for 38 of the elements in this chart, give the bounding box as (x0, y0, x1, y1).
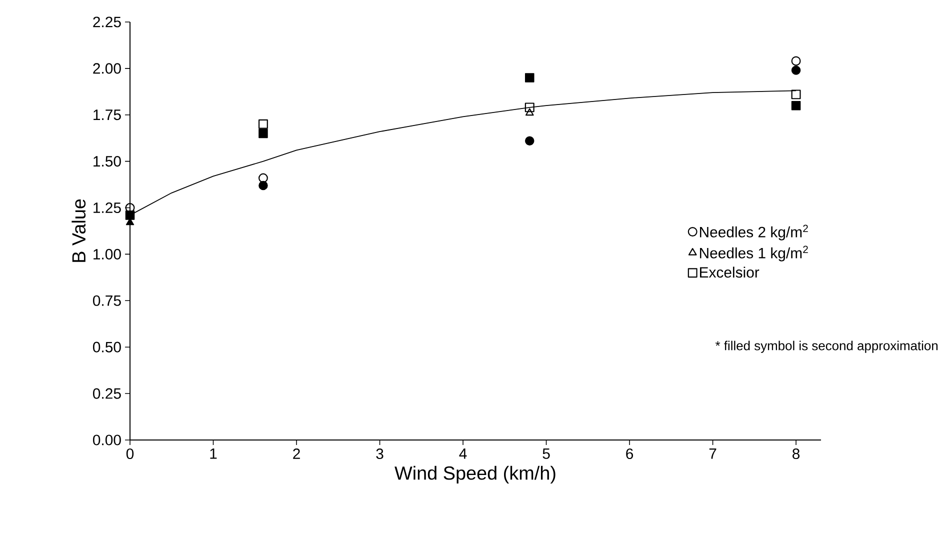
legend-label: Needles 1 kg/m$^{2}$ (700, 246, 808, 262)
point (791, 90, 801, 100)
x-tick-label: 3 (376, 448, 384, 460)
point (791, 56, 801, 66)
x-tick-label: 0 (126, 448, 134, 460)
y-tick-label: 0.50 (93, 342, 121, 352)
point (258, 173, 268, 183)
x-tick-label: 6 (626, 448, 634, 460)
point (791, 100, 801, 110)
x-tick-label: 7 (709, 448, 716, 459)
legend-label: Needles 2 kg/m$^{2}$ (700, 224, 808, 240)
x-axis-title: Wind Speed (km/h) (394, 466, 556, 484)
y-tick-label: 1.75 (94, 110, 121, 120)
y-axis-title: B Value (72, 199, 86, 262)
y-tick-label: 1.50 (94, 156, 121, 167)
x-tick-label: 8 (792, 448, 800, 460)
point (125, 210, 135, 220)
annotation: * filled symbol is second approximation (715, 340, 938, 353)
point (258, 119, 268, 129)
x-tick-label: 1 (210, 448, 217, 459)
y-tick-label: 1.25 (94, 202, 121, 214)
y-tick-label: 0.75 (93, 295, 121, 306)
x-tick-label: 2 (293, 448, 300, 459)
legend-label: Excelsior (700, 266, 760, 278)
y-tick-label: 1.00 (94, 248, 121, 260)
point (524, 102, 534, 112)
point (791, 66, 801, 75)
y-tick-label: 2.00 (93, 63, 121, 74)
x-tick-label: 4 (459, 448, 467, 459)
y-tick-label: 0.00 (93, 434, 121, 446)
y-tick-label: 0.25 (93, 388, 121, 399)
point (258, 180, 268, 190)
point (258, 128, 268, 138)
point (524, 136, 534, 146)
x-tick-label: 5 (542, 448, 550, 459)
point (525, 108, 534, 116)
y-tick-label: 2.25 (93, 16, 121, 28)
point (524, 73, 534, 82)
